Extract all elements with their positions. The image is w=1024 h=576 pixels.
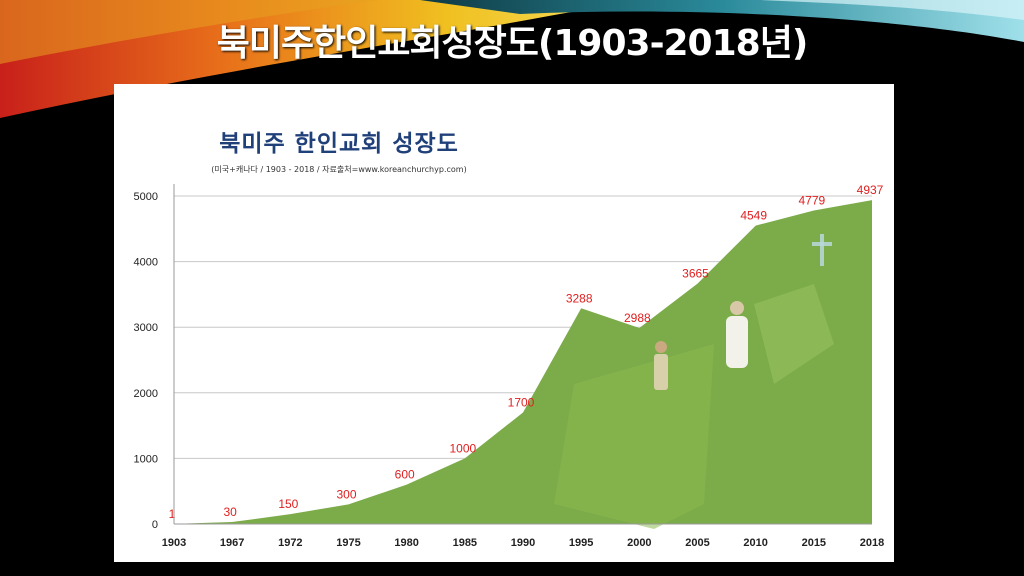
x-tick-label: 2000 — [627, 537, 651, 549]
data-label: 3665 — [682, 267, 709, 281]
data-label: 1000 — [449, 441, 476, 455]
data-label: 1 — [169, 507, 176, 521]
data-label: 150 — [278, 497, 298, 511]
path-illustration-upper — [754, 284, 834, 384]
illustration — [554, 234, 834, 529]
x-tick-label: 1995 — [569, 537, 593, 549]
y-tick-label: 4000 — [134, 257, 158, 269]
y-tick-label: 3000 — [134, 322, 158, 334]
y-tick-label: 0 — [152, 519, 158, 531]
person-head — [655, 341, 667, 353]
x-tick-label: 2005 — [685, 537, 709, 549]
y-tick-label: 1000 — [134, 453, 158, 465]
x-tick-label: 1972 — [278, 537, 302, 549]
x-tick-label: 1967 — [220, 537, 244, 549]
chart-title: 북미주 한인교회 성장도 — [219, 131, 459, 157]
data-label: 1700 — [508, 395, 535, 409]
x-axis-ticks: 1903 1967 1972 1975 1980 1985 1990 1995 2000 2005… — [162, 523, 884, 549]
data-label: 600 — [395, 468, 415, 482]
data-label: 30 — [223, 505, 237, 519]
data-label: 2988 — [624, 311, 651, 325]
x-tick-label: 2015 — [802, 537, 826, 549]
x-tick-label: 2010 — [743, 537, 767, 549]
banner-decoration — [0, 0, 1024, 118]
chart-subtitle: (미국+캐나다 / 1903 - 2018 / 자료출처=www.koreanc… — [211, 165, 467, 174]
data-label: 300 — [336, 487, 356, 501]
data-label: 4779 — [798, 193, 825, 207]
area-layer — [174, 200, 872, 524]
robed-figure-head — [730, 301, 744, 315]
robed-figure — [726, 316, 748, 368]
slide-title: 북미주한인교회성장도(1903-2018년) — [216, 23, 809, 64]
path-illustration — [554, 344, 714, 529]
cross-icon-bar — [812, 242, 832, 246]
x-tick-label: 1980 — [394, 537, 418, 549]
cross-icon — [820, 234, 824, 266]
data-label: 4937 — [857, 183, 884, 197]
y-axis-ticks: 0 1000 2000 3000 4000 5000 — [134, 191, 158, 531]
data-label: 3288 — [566, 291, 593, 305]
data-label: 4549 — [740, 209, 767, 223]
x-tick-label: 2018 — [860, 537, 884, 549]
x-tick-label: 1990 — [511, 537, 535, 549]
area-series — [174, 200, 872, 524]
person-figure — [654, 354, 668, 390]
x-tick-label: 1985 — [453, 537, 477, 549]
data-labels: 1 30 150 300 600 1000 1700 3288 2988 3665 4549 4779… — [169, 183, 884, 521]
y-tick-label: 5000 — [134, 191, 158, 203]
chart-panel: 0 1000 2000 3000 4000 5000 1903 1967 1972 1975 19… — [114, 84, 894, 562]
y-tick-label: 2000 — [134, 388, 158, 400]
x-tick-label: 1975 — [336, 537, 360, 549]
x-tick-label: 1903 — [162, 537, 186, 549]
